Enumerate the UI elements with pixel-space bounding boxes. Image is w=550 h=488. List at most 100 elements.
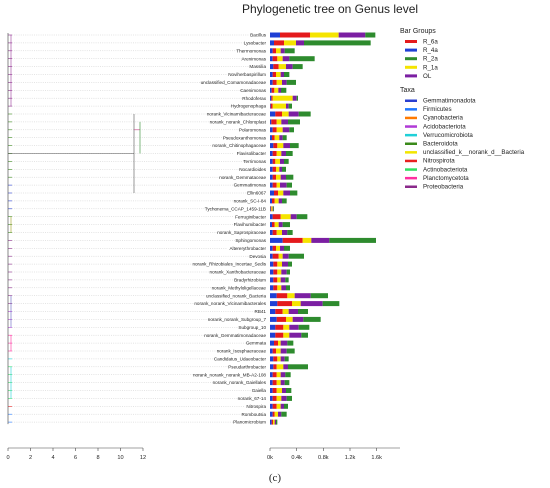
bar-segment [286, 151, 293, 156]
bar-segment [272, 388, 277, 393]
bar-segment [272, 372, 277, 378]
bar-segment [310, 293, 328, 299]
bar-segment [283, 190, 290, 196]
legend-swatch [405, 185, 417, 188]
bar-segment [276, 151, 282, 156]
bar-segment [280, 48, 285, 54]
legend-swatch [405, 40, 417, 43]
legend-label: Acidobacteriota [423, 123, 466, 130]
bar-segment [272, 103, 286, 109]
bar-segment [270, 324, 276, 330]
bar-segment [282, 309, 289, 314]
bar-segment [270, 261, 274, 267]
bar-segment [273, 364, 277, 370]
bar-segment [276, 380, 281, 386]
bar-segment [270, 356, 274, 362]
bar-segment [276, 419, 278, 425]
bar-segment [270, 103, 273, 109]
bar-segment [278, 253, 283, 259]
genus-label: unclassified_norank_Bacteria [206, 293, 266, 298]
bar-segment [270, 111, 276, 117]
bar-segment [270, 127, 273, 133]
legend-label: R_1a [423, 64, 438, 71]
genus-labels: Bacillus Lysobacter Thermomonas Arenimonas M… [192, 33, 266, 425]
bar-segment [270, 64, 274, 70]
bar-segment [276, 182, 280, 188]
bar-segment [290, 214, 297, 220]
genus-label: Altererythrobacter [229, 246, 266, 251]
bar-segment [282, 230, 288, 235]
bar-segment [282, 127, 290, 133]
bar-segment [276, 372, 281, 378]
genus-label: norank_norank_Subgroup_7 [208, 317, 267, 322]
genus-label: unclassified_Comamonadaceae [201, 80, 267, 85]
bar-segment [270, 119, 272, 125]
bar-segment [289, 127, 294, 133]
tree-axis-tick-label: 12 [140, 455, 146, 461]
bar-segment [276, 316, 286, 322]
bar-segment [278, 198, 282, 204]
bar-segment [278, 222, 283, 228]
bar-segment [275, 324, 284, 330]
bar-segment [301, 332, 308, 338]
legend-swatch [405, 133, 417, 137]
bar-segment [290, 143, 299, 149]
genus-label: norank_Vicinamibacteraceae [207, 112, 267, 117]
tree-axis-tick-label: 0 [6, 455, 9, 461]
bar-segment [288, 111, 299, 117]
bar-segment [273, 269, 278, 275]
bar-segment [303, 316, 321, 322]
bar-segment [272, 135, 275, 141]
bar-segment [292, 301, 301, 307]
genus-label: norank_Isosphaeraceae [217, 349, 267, 354]
bar-segment [282, 253, 289, 259]
bar-segment [284, 356, 289, 362]
bar-segment [296, 40, 304, 46]
legend-label: Verrucomicrobiota [423, 132, 473, 139]
bar-segment [270, 135, 272, 141]
bar-segment [286, 348, 295, 354]
chart-title: Phylogenetic tree on Genus level [242, 2, 418, 16]
bar-segment [270, 277, 274, 283]
bar-segment [270, 182, 273, 188]
bar-segment [273, 143, 278, 149]
bar-segment [280, 72, 284, 77]
tree-axis-tick-label: 6 [74, 455, 77, 461]
bar-segment [286, 395, 292, 401]
bar-segment [270, 340, 274, 346]
bar-segment [270, 293, 277, 299]
bar-segment [270, 285, 274, 291]
genus-label: norank_norank_norank_MB-A2-108 [193, 372, 266, 377]
bar-segment [280, 158, 284, 164]
genus-label: Planomicrobium [233, 420, 266, 425]
bar-segment [270, 411, 273, 417]
bar-segment [273, 285, 278, 291]
legend-label: Nitrospirota [423, 158, 455, 165]
bar-segment [283, 143, 290, 149]
legend-label: Proteobacteria [423, 184, 464, 191]
bar-segment [285, 277, 289, 283]
bar-segment [276, 174, 281, 180]
bar-segment [276, 388, 282, 393]
legend-swatch [405, 108, 417, 111]
bar-segment [280, 182, 287, 188]
bar-segment [272, 222, 275, 228]
bar-segment [272, 182, 277, 188]
bar-segment [270, 166, 273, 172]
bar-segment [274, 40, 284, 46]
bar-segment [276, 348, 281, 354]
bar-segment [277, 56, 283, 62]
bar-segment [278, 411, 282, 417]
bar-segment [275, 158, 280, 164]
bar-segment [280, 214, 291, 220]
bar-segment [274, 87, 279, 93]
bar-segment [274, 222, 279, 228]
genus-label: Lysobacter [244, 41, 267, 46]
bar-segment [276, 127, 283, 133]
bar-segment [286, 388, 292, 393]
bar-segment [284, 48, 295, 54]
bar-segment [288, 119, 300, 125]
bar-segment [276, 245, 280, 251]
bar-segment [298, 324, 310, 330]
bar-segment [282, 237, 303, 243]
